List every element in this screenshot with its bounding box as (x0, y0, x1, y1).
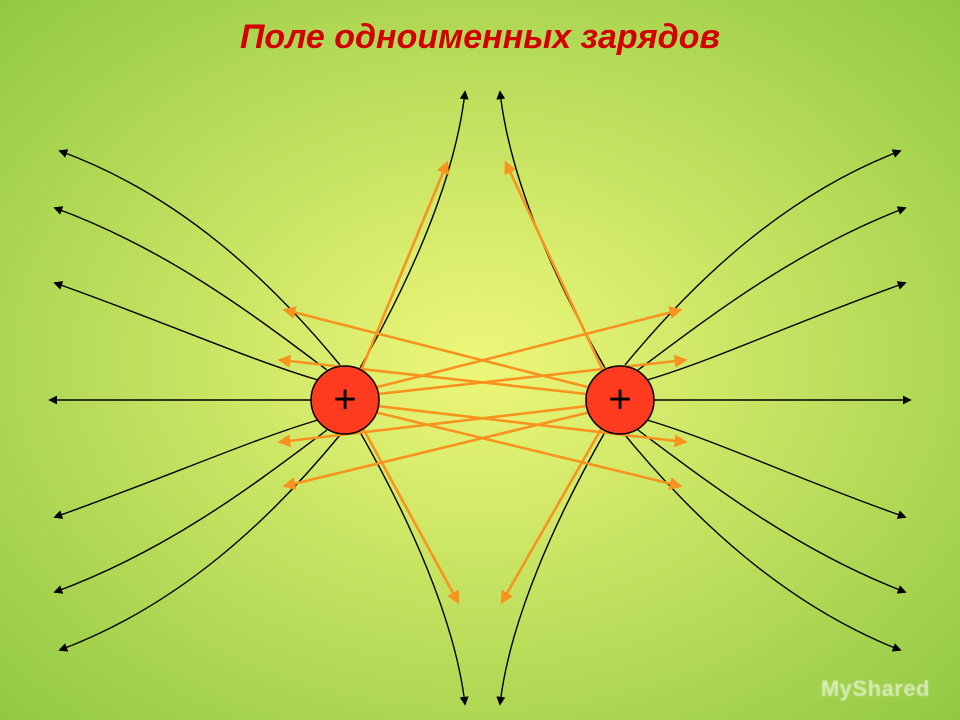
charge-label-right: + (608, 378, 631, 423)
page-title: Поле одноименных зарядов (0, 18, 960, 57)
diagram-svg (0, 0, 960, 720)
watermark: MyShared (821, 676, 930, 702)
charge-label-left: + (333, 378, 356, 423)
diagram-stage: Поле одноименных зарядов + + MyShared (0, 0, 960, 720)
